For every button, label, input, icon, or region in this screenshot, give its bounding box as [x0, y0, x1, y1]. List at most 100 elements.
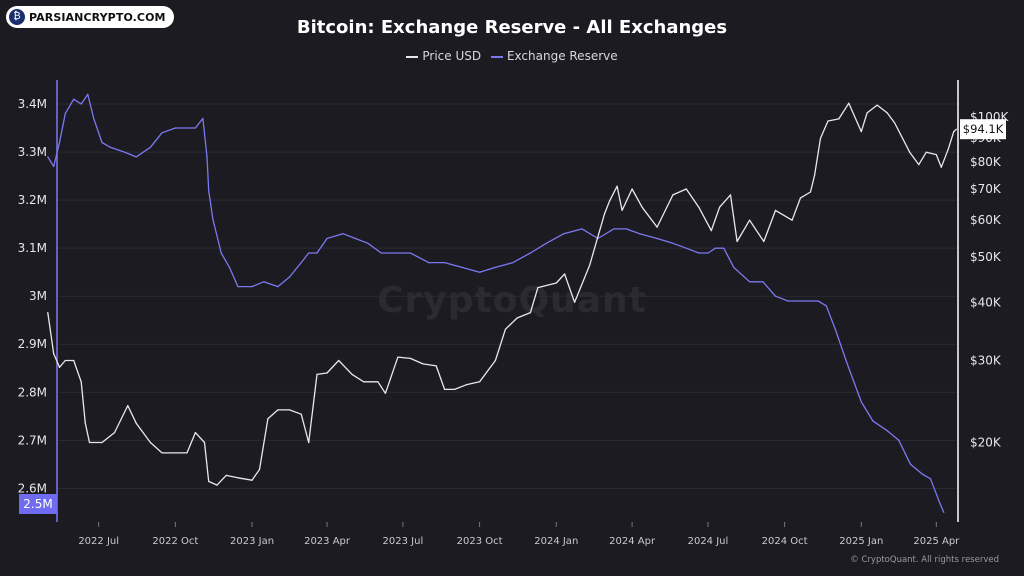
series-line-exchange-reserve-point	[898, 439, 900, 441]
series-line-exchange-reserve-point	[809, 300, 812, 302]
series-line-exchange-reserve-point	[799, 300, 802, 302]
series-line-exchange-reserve-point	[208, 189, 210, 192]
series-line-exchange-reserve-point	[161, 132, 163, 134]
series-line-price-usd-point	[604, 213, 606, 215]
legend-label-reserve: Exchange Reserve	[506, 49, 618, 63]
x-tick-label: 2023 Apr	[304, 536, 351, 547]
series-line-price-usd-point	[161, 452, 163, 454]
series-line-exchange-reserve-point	[886, 430, 888, 432]
y-right-tick-label: $30K	[970, 353, 1002, 367]
series-line-exchange-reserve-point	[123, 151, 126, 153]
series-line-exchange-reserve-point	[825, 305, 827, 307]
series-line-exchange-reserve-point	[625, 228, 627, 230]
series-line-exchange-reserve-point	[613, 228, 615, 230]
series-line-price-usd-point	[258, 468, 261, 471]
grid-lines	[57, 103, 958, 489]
y-left-tick-label: 3.4M	[18, 97, 47, 111]
series-line-price-usd-point	[719, 206, 721, 208]
series-line-exchange-reserve-point	[354, 237, 356, 240]
y-left-tick-label: 3.1M	[18, 241, 47, 255]
series-line-exchange-reserve-point	[846, 362, 848, 365]
series-line-exchange-reserve-point	[872, 420, 874, 422]
series-line-exchange-reserve-point	[461, 266, 463, 268]
series-line-price-usd-point	[749, 219, 751, 221]
x-tick-label: 2024 Jan	[534, 536, 578, 547]
series-line-exchange-reserve-point	[109, 146, 111, 148]
series-line-exchange-reserve-point	[326, 237, 328, 240]
series-line-price-usd-point	[444, 388, 446, 390]
series-line-price-usd-point	[685, 188, 687, 190]
series-line-exchange-reserve-point	[909, 463, 912, 465]
series-line-price-usd-point	[876, 104, 878, 106]
series-line-price-usd-point	[866, 112, 868, 114]
series-line-exchange-reserve-point	[444, 262, 446, 264]
series-line-price-usd-point	[58, 366, 61, 368]
series-line-price-usd-point	[384, 392, 386, 394]
legend-item-price[interactable]: Price USD	[406, 49, 485, 63]
series-line-price-usd-point	[736, 240, 738, 243]
series-line-price-usd-point	[504, 328, 506, 330]
x-tick-label: 2024 Oct	[762, 536, 808, 547]
y-right-tick-label: $50K	[970, 250, 1002, 264]
series-line-price-usd-point	[422, 363, 424, 365]
series-line-price-usd-point	[814, 174, 816, 176]
axis-labels: 3.4M3.3M3.2M3.1M3M2.9M2.8M2.7M2.6M$100K$…	[18, 97, 1010, 547]
series-line-price-usd-point	[656, 226, 658, 228]
series-line-exchange-reserve-point	[639, 233, 641, 235]
series-line-exchange-reserve-point	[308, 252, 310, 254]
series-line-exchange-reserve-point	[87, 93, 89, 95]
series-line-price-usd-point	[947, 149, 949, 151]
y-left-highlight-label: 2.5M	[23, 497, 52, 511]
series-line-exchange-reserve-point	[380, 252, 382, 254]
series-line-price-usd-point	[397, 356, 399, 358]
series-line-price-usd-point	[435, 365, 437, 367]
series-line-price-usd-point	[774, 209, 777, 211]
series-line-exchange-reserve-point	[723, 247, 725, 249]
series-line-exchange-reserve-point	[409, 252, 411, 254]
series-line-exchange-reserve-point	[707, 252, 709, 254]
series-line-exchange-reserve-point	[237, 286, 239, 288]
series-line-price-usd-point	[225, 474, 227, 476]
x-tick-label: 2024 Jul	[688, 536, 729, 547]
price-current-label: $94.1K	[963, 122, 1004, 136]
series-line-exchange-reserve-point	[93, 117, 95, 119]
series-line-exchange-reserve-point	[860, 401, 862, 403]
y-right-tick-label: $70K	[970, 182, 1002, 196]
series-line-exchange-reserve-point	[263, 281, 265, 283]
series-line-price-usd-point	[791, 219, 793, 221]
series-line-exchange-reserve-point	[206, 156, 208, 158]
series-line-price-usd-point	[363, 381, 365, 383]
legend-item-reserve[interactable]: Exchange Reserve	[490, 49, 618, 63]
series-line-exchange-reserve-point	[149, 146, 151, 148]
series-line-exchange-reserve-point	[174, 127, 176, 129]
series-line-price-usd-point	[135, 422, 137, 424]
series-line-price-usd-point	[377, 381, 379, 383]
series-line-exchange-reserve-point	[64, 113, 66, 115]
series-line-exchange-reserve-point	[194, 127, 196, 129]
series-line-price-usd-point	[101, 441, 103, 444]
series-line-exchange-reserve-point	[943, 511, 945, 513]
series-line-price-usd-point	[574, 301, 576, 303]
series-line-price-usd	[47, 102, 957, 486]
series-line-price-usd-point	[529, 312, 532, 314]
y-left-tick-label: 2.9M	[18, 337, 47, 351]
y-left-tick-label: 2.7M	[18, 433, 47, 447]
series-line-exchange-reserve-point	[212, 218, 214, 220]
series-line-price-usd-point	[953, 131, 955, 133]
x-tick-label: 2022 Oct	[152, 536, 198, 547]
legend-swatch-reserve	[490, 55, 503, 58]
series-line-price-usd-point	[216, 484, 218, 486]
x-tick-label: 2023 Oct	[457, 536, 503, 547]
y-left-highlight-box	[19, 494, 57, 514]
series-line-price-usd-point	[763, 240, 765, 243]
series-line-price-usd-point	[809, 191, 812, 193]
series-line-price-usd-point	[838, 118, 840, 120]
series-line-exchange-reserve-point	[939, 502, 941, 504]
series-line-exchange-reserve-point	[787, 300, 789, 302]
series-line-price-usd-point	[84, 422, 86, 424]
series-line-price-usd-point	[955, 128, 957, 130]
x-tick-label: 2025 Apr	[913, 536, 960, 547]
y-left-tick-label: 3M	[29, 289, 47, 303]
series-line-exchange-reserve-point	[714, 247, 717, 249]
series-layer	[47, 93, 957, 513]
